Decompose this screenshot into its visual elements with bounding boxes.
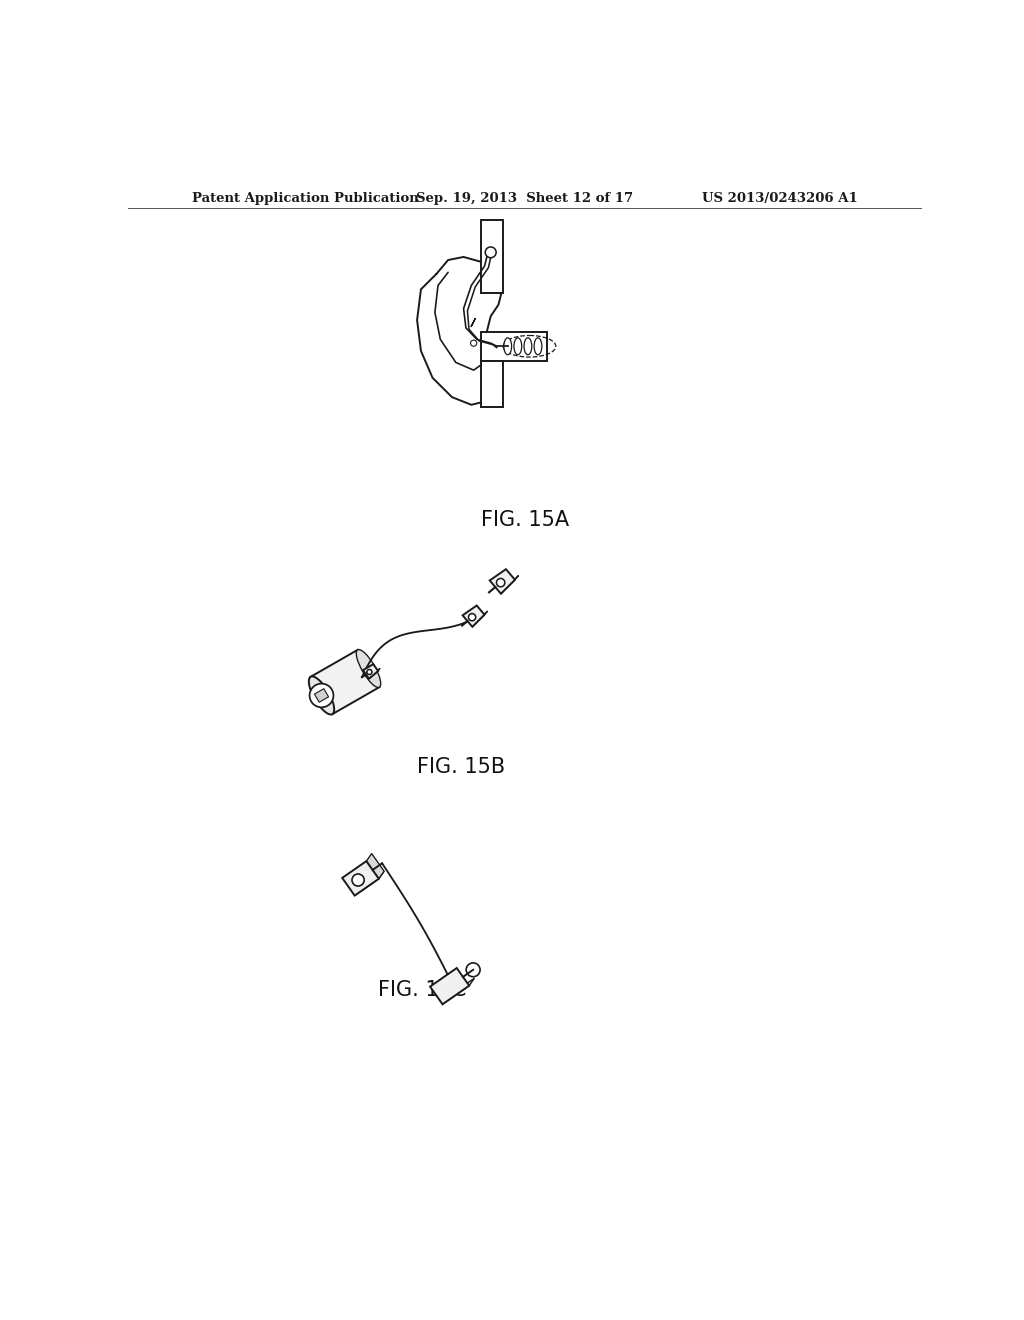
Ellipse shape	[514, 338, 521, 355]
Polygon shape	[472, 611, 487, 627]
Text: Sep. 19, 2013  Sheet 12 of 17: Sep. 19, 2013 Sheet 12 of 17	[416, 191, 634, 205]
Polygon shape	[342, 861, 379, 895]
Circle shape	[468, 614, 476, 620]
Polygon shape	[369, 668, 380, 678]
Bar	[481, 220, 503, 293]
Polygon shape	[501, 576, 518, 594]
Ellipse shape	[524, 338, 531, 355]
Ellipse shape	[504, 338, 512, 355]
Text: US 2013/0243206 A1: US 2013/0243206 A1	[702, 191, 858, 205]
Circle shape	[466, 962, 480, 977]
Polygon shape	[442, 978, 474, 1005]
Ellipse shape	[309, 676, 334, 714]
Circle shape	[497, 578, 505, 587]
Circle shape	[309, 684, 334, 708]
Circle shape	[471, 341, 477, 346]
Circle shape	[485, 247, 496, 257]
Polygon shape	[489, 569, 515, 594]
Polygon shape	[362, 664, 378, 678]
Polygon shape	[314, 689, 329, 702]
Circle shape	[367, 669, 372, 675]
Polygon shape	[310, 649, 379, 714]
Ellipse shape	[535, 338, 542, 355]
Text: FIG. 15B: FIG. 15B	[417, 756, 505, 776]
Polygon shape	[430, 968, 469, 1005]
Ellipse shape	[356, 649, 381, 688]
Bar	[481, 360, 503, 407]
Circle shape	[352, 874, 365, 886]
Text: FIG. 15A: FIG. 15A	[480, 511, 569, 531]
Text: Patent Application Publication: Patent Application Publication	[191, 191, 418, 205]
Bar	[481, 331, 547, 360]
Polygon shape	[463, 606, 484, 627]
Text: FIG. 15C: FIG. 15C	[378, 979, 467, 1001]
Polygon shape	[367, 854, 384, 879]
Polygon shape	[354, 871, 384, 895]
